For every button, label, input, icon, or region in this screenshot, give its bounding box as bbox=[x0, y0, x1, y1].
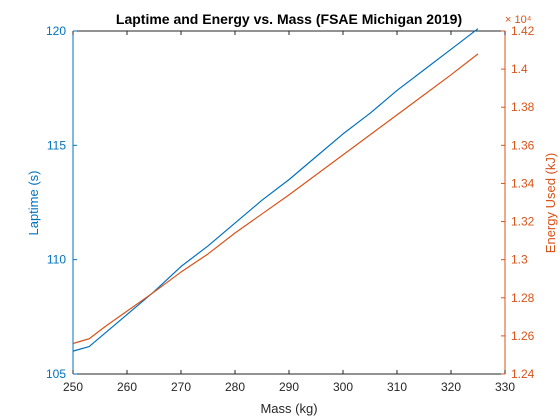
right-y-tick-label: 1.36 bbox=[511, 138, 535, 152]
left-y-tick-label: 115 bbox=[47, 138, 66, 152]
x-tick-label: 250 bbox=[63, 380, 83, 394]
x-tick-label: 280 bbox=[225, 380, 245, 394]
left-y-axis-label: Laptime (s) bbox=[26, 170, 41, 235]
right-y-tick-label: 1.4 bbox=[511, 62, 528, 76]
chart-title: Laptime and Energy vs. Mass (FSAE Michig… bbox=[116, 11, 462, 27]
x-axis-label: Mass (kg) bbox=[260, 401, 317, 416]
right-y-tick-label: 1.38 bbox=[511, 100, 535, 114]
right-y-tick-label: 1.32 bbox=[511, 215, 535, 229]
right-y-tick-label: 1.24 bbox=[511, 367, 535, 381]
x-tick-label: 290 bbox=[279, 380, 299, 394]
right-y-tick-label: 1.3 bbox=[511, 253, 528, 267]
right-y-tick-label: 1.42 bbox=[511, 24, 535, 38]
right-y-axis-exponent: × 10⁴ bbox=[505, 14, 532, 26]
laptime-series-line bbox=[72, 28, 479, 352]
energy-series-line bbox=[72, 53, 479, 345]
right-y-axis-label: Energy Used (kJ) bbox=[543, 153, 558, 253]
x-tick-label: 320 bbox=[441, 380, 461, 394]
x-tick-label: 330 bbox=[495, 380, 515, 394]
x-tick-label: 260 bbox=[117, 380, 137, 394]
x-tick-label: 310 bbox=[387, 380, 407, 394]
right-y-tick-label: 1.28 bbox=[511, 291, 535, 305]
right-y-tick-label: 1.26 bbox=[511, 329, 535, 343]
x-tick-label: 300 bbox=[333, 380, 353, 394]
left-y-tick-label: 105 bbox=[46, 367, 66, 381]
plot-area: 250 260 270 280 290 300 310 320 330 105 110 115 120 1… bbox=[46, 24, 535, 394]
left-y-tick-label: 120 bbox=[46, 24, 66, 38]
left-y-tick-label: 110 bbox=[47, 253, 66, 267]
right-y-tick-label: 1.34 bbox=[511, 176, 535, 190]
x-tick-label: 270 bbox=[171, 380, 191, 394]
